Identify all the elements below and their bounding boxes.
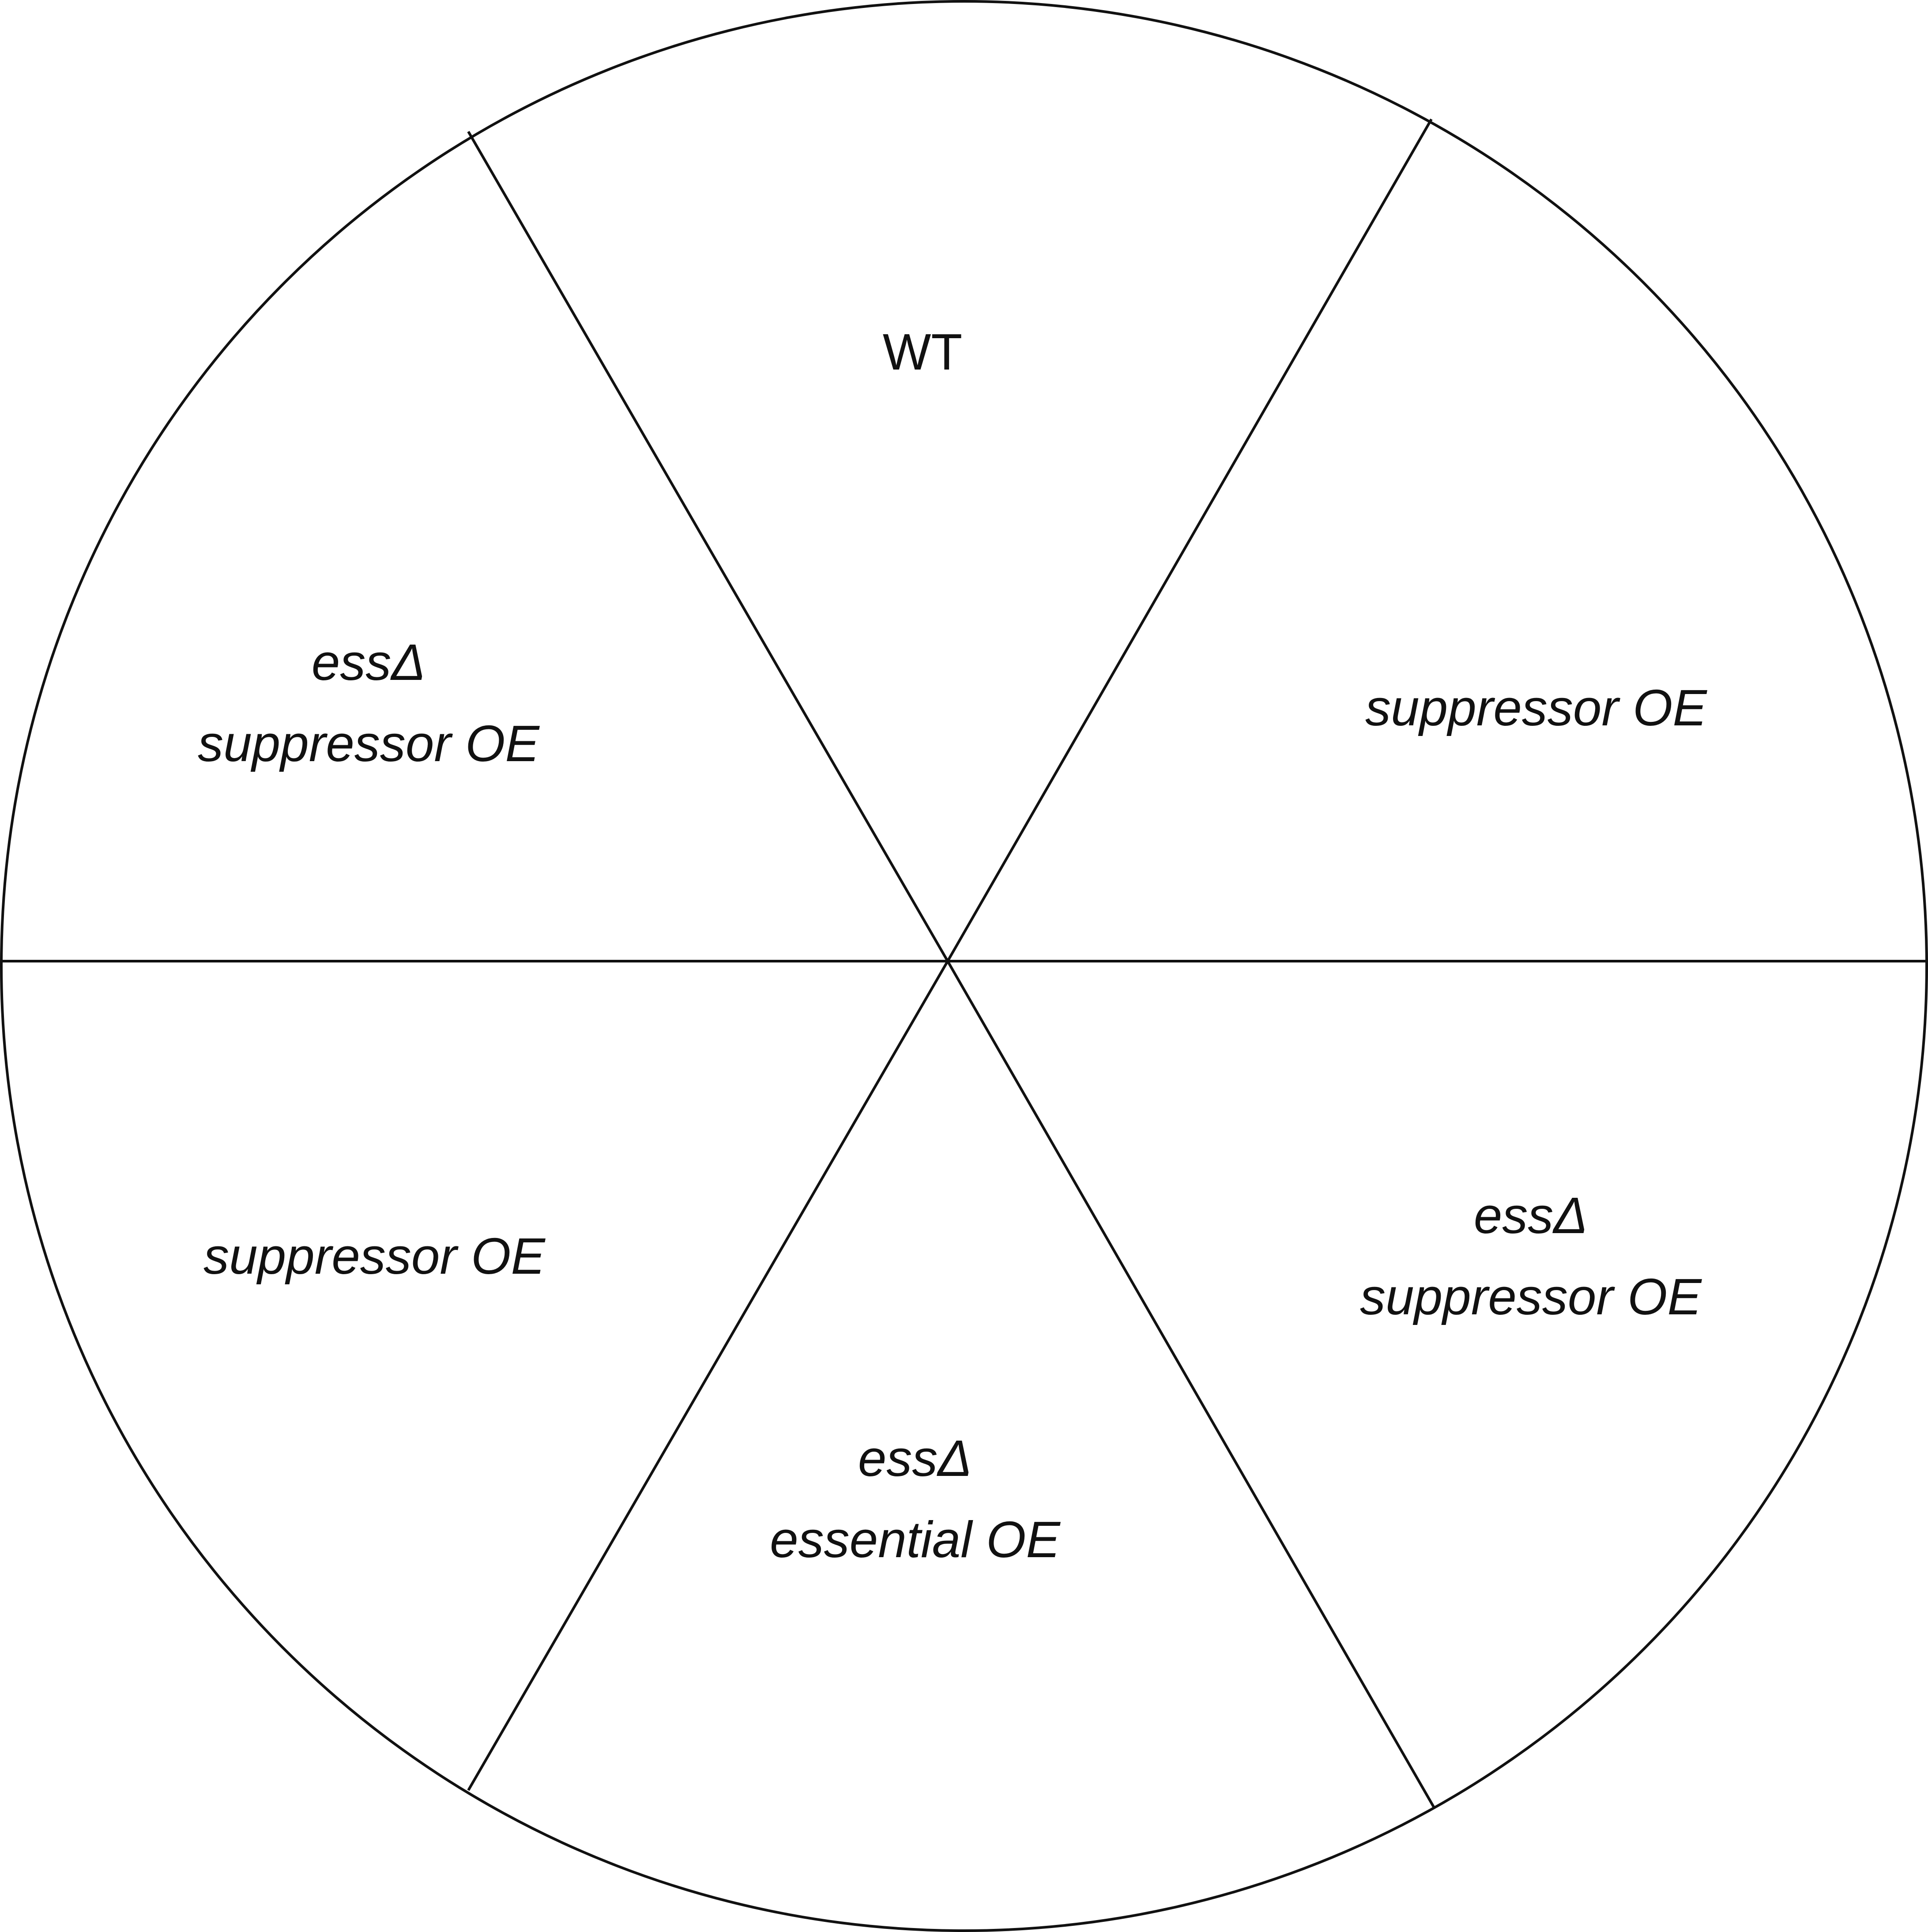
sector-label-ess-delta-suppressor-oe-left: essΔ suppressor OE xyxy=(198,622,539,784)
sector-label-suppressor-oe-left: suppressor OE xyxy=(203,1215,545,1297)
sector-label-line: essential OE xyxy=(770,1511,1060,1568)
divider-upper-right xyxy=(946,118,1433,962)
sector-label-line: WT xyxy=(882,323,963,381)
divider-lower-left xyxy=(467,960,949,1791)
sector-label-wt: WT xyxy=(883,311,962,392)
sector-label-line: essΔ xyxy=(1473,1187,1588,1244)
divider-lower-right xyxy=(946,960,1436,1809)
sector-label-ess-delta-essential-oe: essΔ essential OE xyxy=(770,1418,1060,1580)
sector-label-line: suppressor OE xyxy=(1365,679,1707,736)
sector-label-ess-delta-suppressor-oe-right: essΔ suppressor OE xyxy=(1360,1175,1702,1337)
sector-label-line: suppressor OE xyxy=(198,715,539,772)
divider-upper-left xyxy=(467,131,949,962)
sector-label-line: essΔ xyxy=(858,1430,972,1487)
sector-label-line: suppressor OE xyxy=(1360,1268,1702,1325)
sector-label-line: essΔ xyxy=(311,634,426,691)
sector-label-suppressor-oe-right: suppressor OE xyxy=(1365,667,1707,748)
sector-label-line: suppressor OE xyxy=(203,1227,545,1285)
